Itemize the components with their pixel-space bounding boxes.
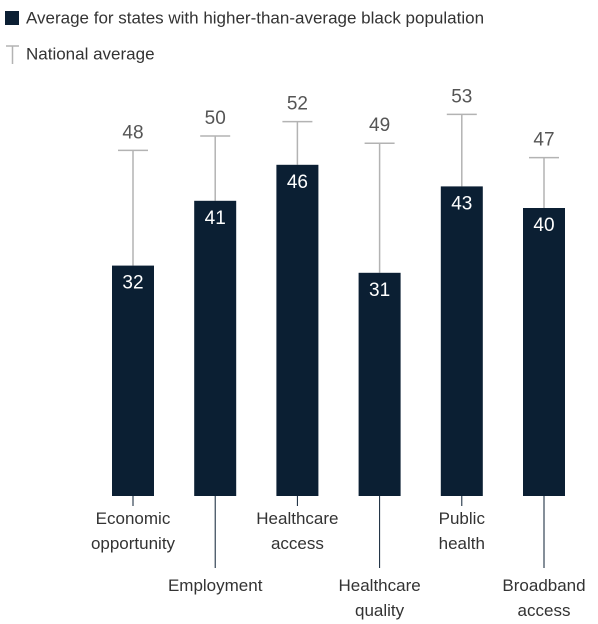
x-tick-line: quality bbox=[355, 601, 405, 620]
bar-label: 41 bbox=[205, 208, 226, 229]
x-tick-line: Healthcare bbox=[338, 576, 420, 595]
national-label: 47 bbox=[533, 130, 554, 151]
x-tick-line: Public bbox=[439, 509, 486, 528]
bar-label: 43 bbox=[451, 193, 472, 214]
national-label: 50 bbox=[205, 108, 226, 129]
bar bbox=[276, 164, 319, 497]
bar bbox=[194, 200, 237, 497]
x-tick-label: Economic opportunity bbox=[91, 509, 176, 553]
x-tick-label: Public health bbox=[439, 509, 486, 553]
x-tick-line: Employment bbox=[168, 576, 263, 595]
x-tick-label: Healthcare quality bbox=[338, 576, 420, 620]
national-label: 53 bbox=[451, 86, 472, 107]
x-tick-label: Broadband access bbox=[502, 576, 585, 620]
x-tick-label: Healthcare access bbox=[256, 509, 338, 553]
national-label: 49 bbox=[369, 115, 390, 136]
legend-label: National average bbox=[26, 44, 155, 63]
national-label: 48 bbox=[122, 122, 143, 143]
legend-label: Average for states with higher-than-aver… bbox=[26, 8, 484, 27]
bar bbox=[112, 265, 154, 496]
bar bbox=[440, 186, 483, 496]
x-tick-line: Economic bbox=[96, 509, 171, 528]
x-tick-line: opportunity bbox=[91, 534, 176, 553]
bar-label: 46 bbox=[287, 172, 308, 193]
bar bbox=[523, 208, 565, 496]
x-tick-line: access bbox=[271, 534, 324, 553]
x-tick-line: access bbox=[518, 601, 571, 620]
bar-label: 32 bbox=[122, 273, 143, 294]
legend-swatch bbox=[5, 11, 19, 25]
x-tick-line: Broadband bbox=[502, 576, 585, 595]
x-tick-line: health bbox=[439, 534, 485, 553]
x-tick-line: Healthcare bbox=[256, 509, 338, 528]
x-tick-label: Employment bbox=[168, 576, 263, 595]
bar bbox=[358, 272, 401, 496]
national-label: 52 bbox=[287, 94, 308, 115]
bar-label: 31 bbox=[369, 280, 390, 301]
bar-label: 40 bbox=[533, 215, 554, 236]
